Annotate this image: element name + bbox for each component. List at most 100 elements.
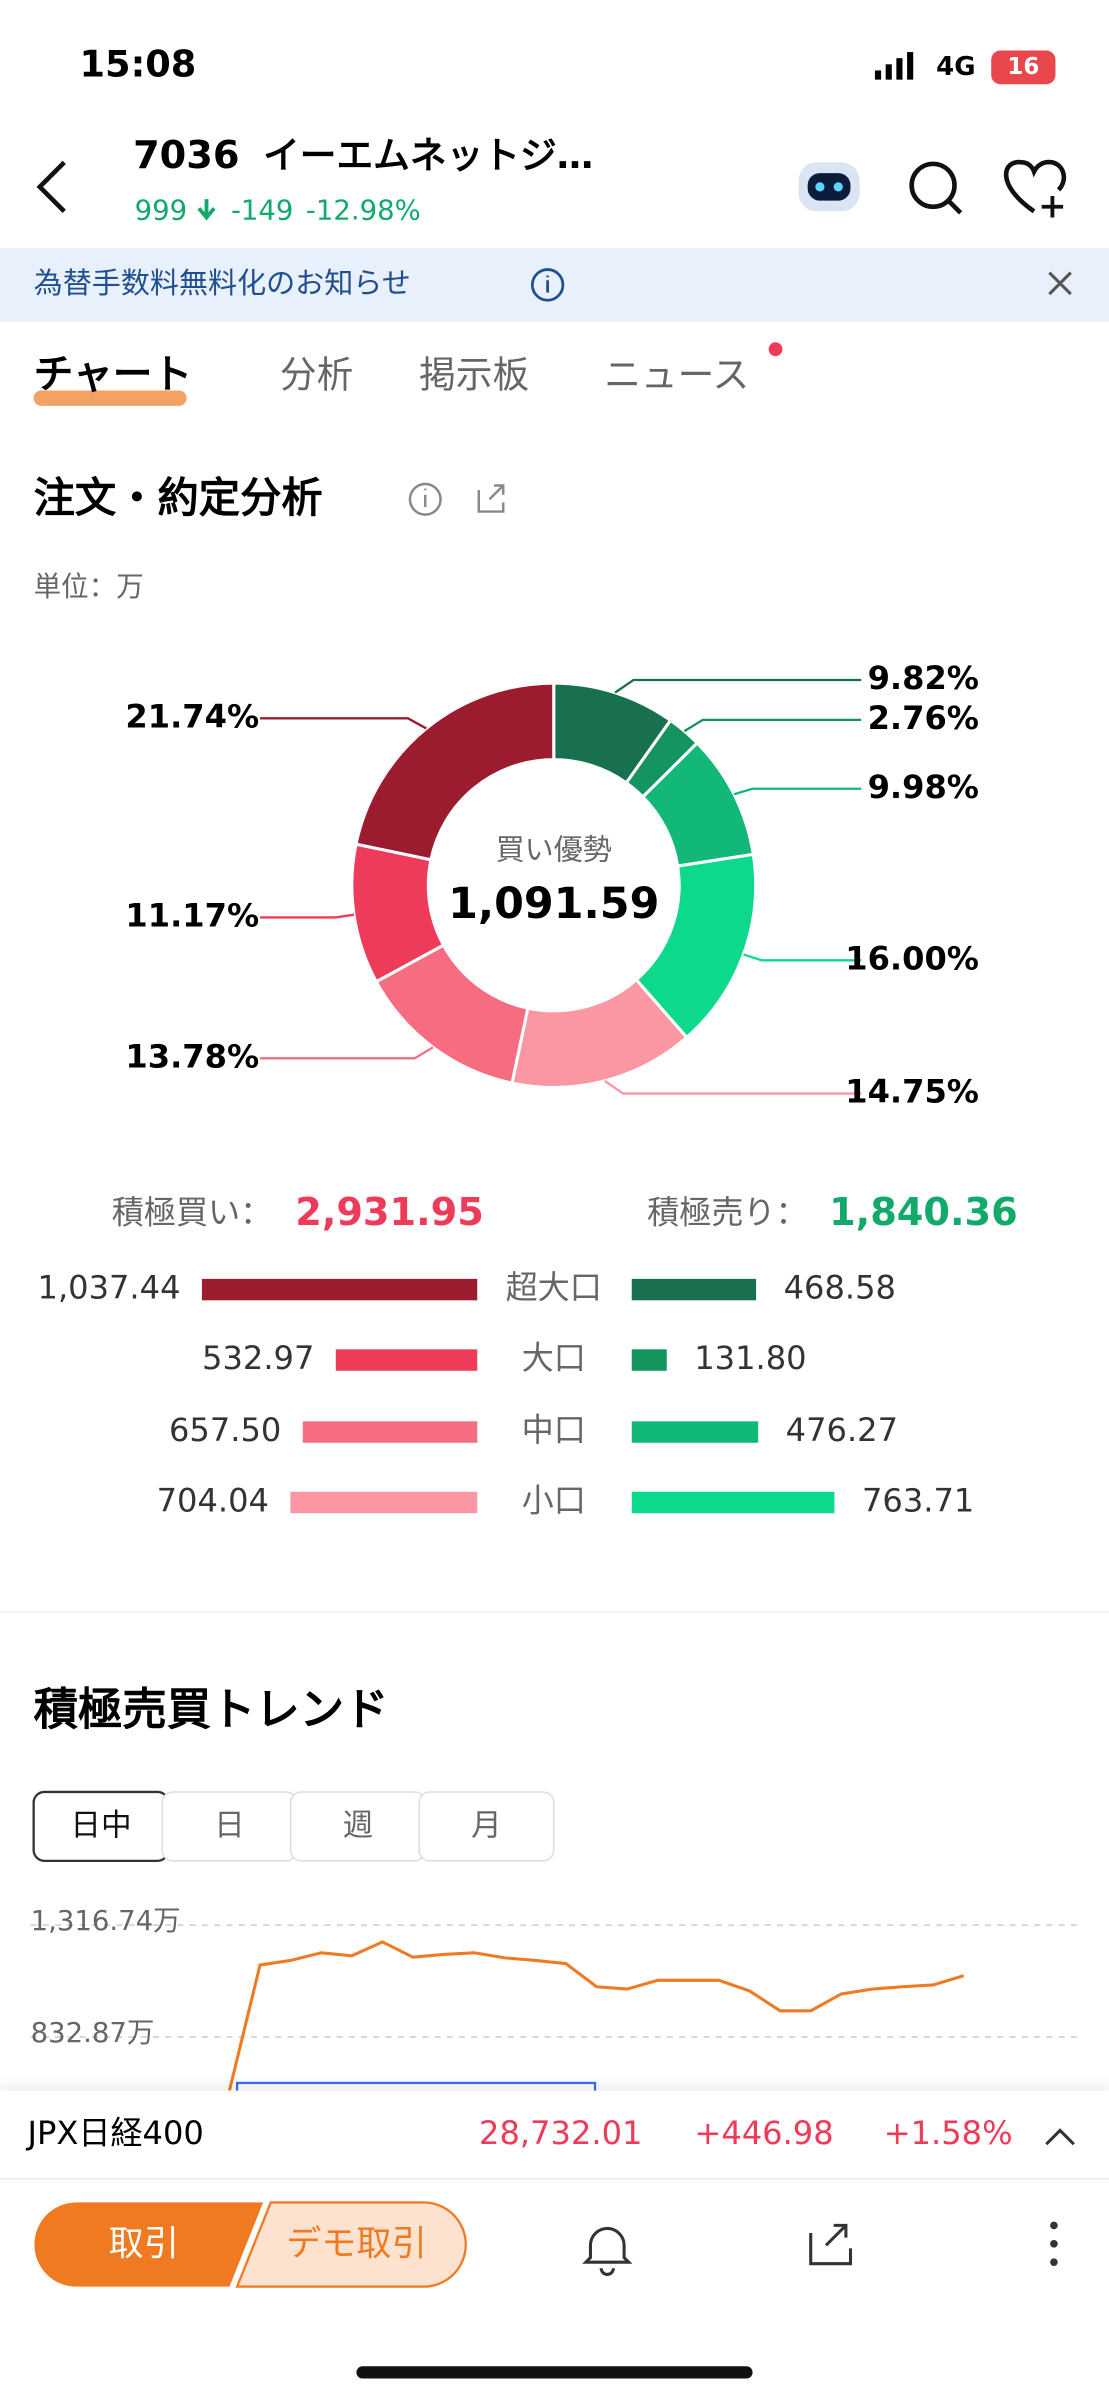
buy-label: 積極買い： [112,1194,273,1232]
index-change-pct: +1.58% [884,2114,1013,2152]
segment-label: 21.74% [125,697,259,735]
buy-bar [290,1491,478,1514]
index-bar[interactable] [0,2090,1109,2180]
buy-total: 2,931.95 [295,1190,484,1235]
segment-label: 9.82% [868,659,979,697]
sell-bar [631,1421,759,1443]
leader-line [683,718,862,733]
sell-value: 476.27 [786,1411,898,1449]
trade-button[interactable] [34,2202,264,2287]
period-label: 日 [214,1809,245,1844]
buy-bar [302,1421,478,1443]
battery [991,50,1056,85]
tab[interactable]: ニュース [604,353,749,396]
divider [0,2177,1109,2180]
buy-value: 704.04 [157,1481,269,1519]
size-label: 小口 [522,1481,586,1519]
segment-label: 14.75% [845,1073,979,1111]
y-tick-label: 832.87万 [31,2017,155,2049]
signal [874,52,914,80]
y-tick-label: 1,316.74万 [31,1905,181,1937]
divider [0,1611,1109,1613]
down-arrow [197,199,216,221]
donut-segment [354,681,556,862]
period-tab[interactable] [418,1791,555,1862]
period-label: 日中 [70,1809,131,1844]
size-label: 中口 [522,1411,586,1449]
buy-bar [201,1278,478,1301]
add-icon [1041,196,1064,218]
section-title: 注文・約定分析 [34,474,323,522]
price: 999 [135,194,188,226]
watchlist-button[interactable] [1003,159,1067,214]
period-label: 週 [343,1809,374,1844]
center-value: 1,091.59 [448,879,659,929]
assistant-icon[interactable] [798,162,860,212]
trend-line [227,1940,965,2091]
network: 4G [936,52,975,82]
period-tabs: 日中 日 週 月 [32,1790,555,1863]
trend-chart: 1,316.74万 832.87万 [31,1905,1079,2115]
section-title: 積極売買トレンド [34,1684,389,1735]
tab[interactable]: 分析 [280,353,353,396]
leader-line [260,717,427,730]
tab[interactable]: 掲示板 [419,353,529,396]
segment-label: 11.17% [125,896,259,934]
period-label: 月 [471,1809,502,1844]
segment-label: 2.76% [868,699,979,737]
sell-value: 763.71 [862,1481,974,1519]
segment-label: 13.78% [125,1037,259,1075]
index-change: +446.98 [694,2114,833,2152]
leader-line [614,678,862,694]
info-icon [530,268,565,302]
segment-label: 16.00% [845,939,979,977]
donut-chart: 9.82%2.76% 9.98% 16.00% 14.75% 13.78% 11.17% 2… [125,659,979,1111]
tab-indicator [33,390,187,406]
alert-button[interactable] [582,2226,633,2276]
tab[interactable]: チャート [34,351,193,397]
unit-label: 単位：万 [34,571,144,603]
leader-line [260,913,355,919]
search-button[interactable] [909,161,963,215]
stock-name: イーエムネットジ… [263,134,593,177]
demo-button[interactable] [235,2201,467,2288]
notification-dot [768,342,783,357]
leader-line [733,787,862,796]
sell-label: 積極売り： [647,1194,808,1232]
size-bars: 超大口 1,037.44 468.58 大口 532.97 131.80 中口 657.50 4… [38,1269,975,1520]
segment-label: 9.98% [868,768,979,806]
leader-line [260,1046,434,1060]
size-label: 超大口 [506,1269,602,1307]
stock-code: 7036 [133,133,239,178]
change: -149 [231,194,293,226]
share-icon[interactable] [477,484,505,513]
sell-value: 131.80 [694,1339,806,1377]
change-pct: -12.98% [306,194,421,226]
close-banner[interactable] [1048,271,1072,296]
sell-total: 1,840.36 [829,1190,1018,1235]
home-indicator [356,2366,753,2379]
demo-label: デモ取引 [286,2223,427,2264]
info-icon[interactable] [408,482,442,516]
share-button[interactable] [809,2223,853,2266]
buy-value: 657.50 [169,1411,281,1449]
index-value: 28,732.01 [479,2114,642,2152]
trade-label: 取引 [109,2223,179,2264]
time: 15:08 [80,42,197,85]
buy-bar [335,1349,478,1371]
sell-bar [631,1349,667,1371]
leader-line [604,1079,862,1095]
size-label: 大口 [522,1339,586,1377]
center-label: 買い優勢 [496,833,612,867]
buy-value: 532.97 [202,1339,314,1377]
banner[interactable] [0,248,1109,322]
expand-button[interactable] [1045,2128,1075,2146]
buy-value: 1,037.44 [38,1269,181,1307]
back-button[interactable] [36,160,66,213]
sell-bar [631,1491,835,1514]
leader-line [743,953,862,962]
battery-level: 16 [1007,54,1039,80]
more-button[interactable] [1050,2221,1058,2266]
